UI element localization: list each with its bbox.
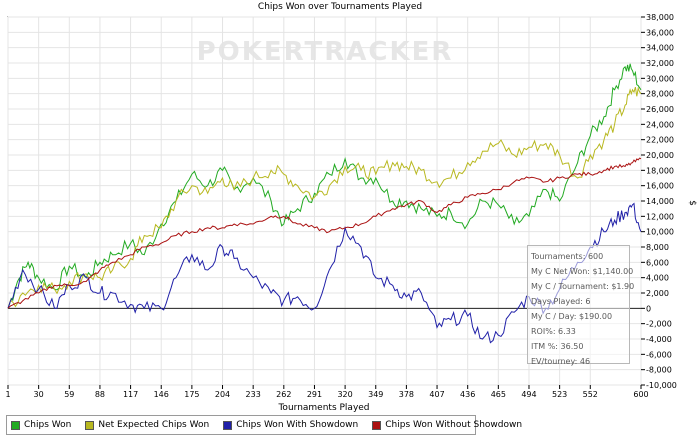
x-tick-label: 465 [491,390,506,399]
x-tick-label: 59 [64,390,74,399]
y-tick-label: -8,000 [646,366,672,375]
x-tick-label: 88 [95,390,105,399]
y-axis-ticks: 38,000 36,000 34,000 32,000 30,000 28,000 26,0… [641,13,677,390]
legend-label-with-showdown: Chips Won With Showdown [236,420,359,430]
y-tick-label: 16,000 [646,182,674,191]
y-tick-label: 2,000 [646,289,669,298]
y-tick-label: 24,000 [646,120,674,129]
x-tick-label: 1 [5,390,10,399]
legend-label-net-expected: Net Expected Chips Won [98,420,210,430]
y-tick-label: 38,000 [646,13,674,22]
x-tick-label: 291 [307,390,322,399]
stat-per-day: My C / Day: $190.00 [531,312,613,321]
y-tick-label: 34,000 [646,44,674,53]
y-tick-label: 4,000 [646,274,669,283]
x-tick-label: 436 [460,390,475,399]
x-tick-label: 233 [246,390,261,399]
x-tick-label: 117 [123,390,138,399]
x-axis-ticks: 1 30 59 88 117 146 175 204 233 262 291 320 349 378 407… [5,385,649,399]
stat-net-won: My C Net Won: $1,140.00 [531,267,634,276]
y-tick-label: 30,000 [646,74,674,83]
y-tick-label: 10,000 [646,228,674,237]
stat-tournaments: Tournaments: 600 [531,252,604,261]
legend-label-without-showdown: Chips Won Without Showdown [385,420,523,430]
x-tick-label: 494 [521,390,536,399]
series-line-chips-won [7,63,642,309]
y-tick-label: 20,000 [646,151,674,160]
legend-item-chips-won[interactable]: Chips Won [11,420,71,430]
x-tick-label: 552 [583,390,598,399]
legend-swatch-without-showdown [372,420,382,430]
stats-panel: Tournaments: 600 My C Net Won: $1,140.00… [527,245,635,366]
x-tick-label: 407 [429,390,444,399]
chart-legend: Chips Won Net Expected Chips Won Chips W… [6,415,522,435]
x-tick-label: 146 [154,390,169,399]
x-tick-label: 523 [552,390,567,399]
x-axis-label: Tournaments Played [277,403,369,413]
legend-item-with-showdown[interactable]: Chips Won With Showdown [223,420,358,430]
legend-swatch-net-expected [85,420,95,430]
y-tick-label: 22,000 [646,136,674,145]
chart-title: Chips Won over Tournaments Played [258,2,422,12]
y-tick-label: 32,000 [646,59,674,68]
x-tick-label: 204 [215,390,230,399]
x-tick-label: 600 [633,390,648,399]
stat-per-tournament: My C / Tournament: $1.90 [531,282,635,291]
y-tick-label: 36,000 [646,28,674,37]
legend-swatch-chips-won [11,420,20,430]
y-tick-label: 18,000 [646,166,674,175]
legend-item-without-showdown[interactable]: Chips Won Without Showdown [372,420,522,430]
stat-itm: ITM %: 36.50 [531,342,584,351]
y-tick-label: 8,000 [646,243,669,252]
watermark: POKERTRACKER [197,37,454,67]
stat-ev: EV/tourney: 46 [531,357,591,366]
x-tick-label: 262 [276,390,291,399]
y-tick-label: -4,000 [646,335,672,344]
grid-lines [7,16,642,386]
y-axis-label: $ [687,200,697,206]
y-tick-label: 26,000 [646,105,674,114]
y-tick-label: -2,000 [646,320,672,329]
y-tick-label: 12,000 [646,212,674,221]
x-tick-label: 378 [399,390,414,399]
x-tick-label: 30 [34,390,44,399]
legend-item-net-expected[interactable]: Net Expected Chips Won [85,420,209,430]
y-tick-label: -6,000 [646,350,672,359]
stat-roi: ROI%: 6.33 [531,327,576,336]
series-line-chips-won-without-showdown [7,157,642,309]
x-tick-label: 320 [337,390,352,399]
legend-label-chips-won: Chips Won [24,420,72,430]
y-tick-label: 14,000 [646,197,674,206]
stat-days-played: Days Played: 6 [531,297,591,306]
y-tick-label: 0 [646,304,651,313]
y-tick-label: 28,000 [646,90,674,99]
y-tick-label: 6,000 [646,258,669,267]
y-tick-label: -10,000 [646,381,677,390]
x-tick-label: 349 [368,390,383,399]
x-tick-label: 175 [184,390,199,399]
legend-swatch-with-showdown [223,420,233,430]
